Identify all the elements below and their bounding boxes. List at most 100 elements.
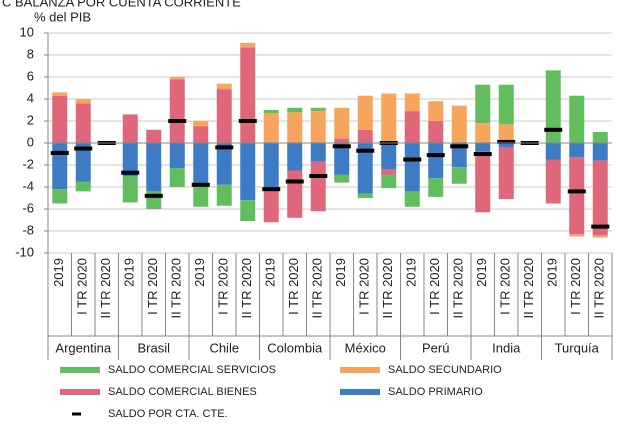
total-marker (473, 152, 492, 156)
bar-segment (193, 143, 209, 185)
bar-segment (240, 42, 256, 48)
total-marker (497, 139, 516, 144)
bar-segment (569, 234, 585, 237)
bar-segment (569, 95, 585, 143)
bar-segment (310, 111, 326, 143)
bar-segment (193, 121, 209, 127)
x-tick-label: 2019 (263, 258, 278, 287)
total-marker (238, 119, 257, 123)
bar-segment (381, 93, 397, 143)
bar-segment (498, 124, 514, 143)
total-marker (426, 153, 445, 158)
legend-swatch (340, 389, 380, 395)
legend-label: SALDO PRIMARIO (388, 386, 483, 398)
total-marker (191, 182, 210, 187)
bar-segment (263, 113, 279, 143)
group-label: México (345, 340, 386, 355)
bar-segment (52, 189, 68, 204)
bar-segment (334, 174, 350, 183)
bar-segment (569, 157, 585, 235)
x-tick-label: I TR 2020 (357, 258, 372, 315)
bar-segment (146, 143, 162, 192)
bar-segment (475, 151, 491, 213)
total-marker (544, 127, 563, 132)
total-marker (567, 189, 586, 194)
bar-segment (193, 126, 209, 143)
x-tick-label: II TR 2020 (98, 258, 113, 318)
bar-segment (404, 111, 420, 143)
bar-segment (263, 143, 279, 191)
bar-segment (52, 143, 68, 190)
x-tick-label: II TR 2020 (380, 258, 395, 318)
bar-segment (216, 89, 232, 143)
bar-segment (75, 143, 91, 182)
bar-segment (357, 95, 373, 130)
y-tick-label: 6 (27, 68, 34, 83)
x-tick-label: I TR 2020 (286, 258, 301, 315)
bar-segment (428, 121, 444, 143)
bar-segment (381, 169, 397, 175)
bar-segment (169, 143, 185, 169)
bar-segment (592, 160, 608, 236)
bar-segment (310, 161, 326, 212)
x-tick-label: 2019 (51, 258, 66, 287)
bar-segment (592, 235, 608, 238)
bar-segment (287, 112, 303, 143)
total-marker (403, 157, 422, 162)
bar-segment (240, 143, 256, 201)
bar-segment (287, 143, 303, 171)
bar-segment (263, 110, 279, 114)
total-marker (356, 148, 375, 153)
bar-segment (404, 143, 420, 192)
x-tick-label: II TR 2020 (310, 258, 325, 318)
bar-segment (169, 77, 185, 80)
legend-label: SALDO SECUNDARIO (388, 364, 502, 376)
legend-label: SALDO COMERCIAL SERVICIOS (108, 364, 276, 376)
x-tick-label: 2019 (192, 258, 207, 287)
bar-segment (75, 103, 91, 143)
legend-swatch (60, 367, 100, 373)
bar-segment (404, 191, 420, 207)
total-marker (144, 193, 163, 198)
total-marker (168, 119, 187, 123)
bar-segment (475, 123, 491, 143)
bar-segment (404, 93, 420, 112)
bar-segment (334, 138, 350, 143)
bar-segment (569, 143, 585, 158)
bar-segment (381, 174, 397, 189)
bar-segment (216, 184, 232, 206)
y-tick-label: -4 (22, 178, 34, 193)
bar-segment (287, 170, 303, 218)
x-tick-label: II TR 2020 (592, 258, 607, 318)
bar-segment (122, 143, 138, 176)
bar-segment (428, 101, 444, 121)
y-tick-label: -6 (22, 200, 34, 215)
total-marker (74, 146, 93, 151)
group-label: Colombia (267, 340, 323, 355)
bar-segment (381, 143, 397, 170)
bar-segment (193, 184, 209, 207)
x-tick-label: 2019 (545, 258, 560, 287)
bar-segment (169, 79, 185, 143)
bar-segment (240, 47, 256, 143)
group-label: Perú (422, 340, 449, 355)
bar-segment (334, 143, 350, 175)
bar-segment (451, 105, 467, 143)
bar-segment (357, 129, 373, 143)
y-tick-label: 10 (20, 24, 34, 39)
bar-segment (240, 200, 256, 222)
total-marker (262, 187, 281, 192)
x-tick-label: 2019 (122, 258, 137, 287)
bar-segment (169, 168, 185, 187)
y-tick-label: 4 (27, 90, 34, 105)
x-tick-label: I TR 2020 (568, 258, 583, 315)
x-tick-label: 2019 (404, 258, 419, 287)
total-marker (285, 179, 304, 184)
x-tick-label: 2019 (333, 258, 348, 287)
bar-segment (428, 143, 444, 179)
legend-swatch (60, 389, 100, 395)
group-label: Turquía (555, 340, 600, 355)
chart-title: C BALANZA POR CUENTA CORRIENTE (2, 0, 241, 9)
total-marker (121, 170, 140, 175)
bar-segment (357, 143, 373, 194)
